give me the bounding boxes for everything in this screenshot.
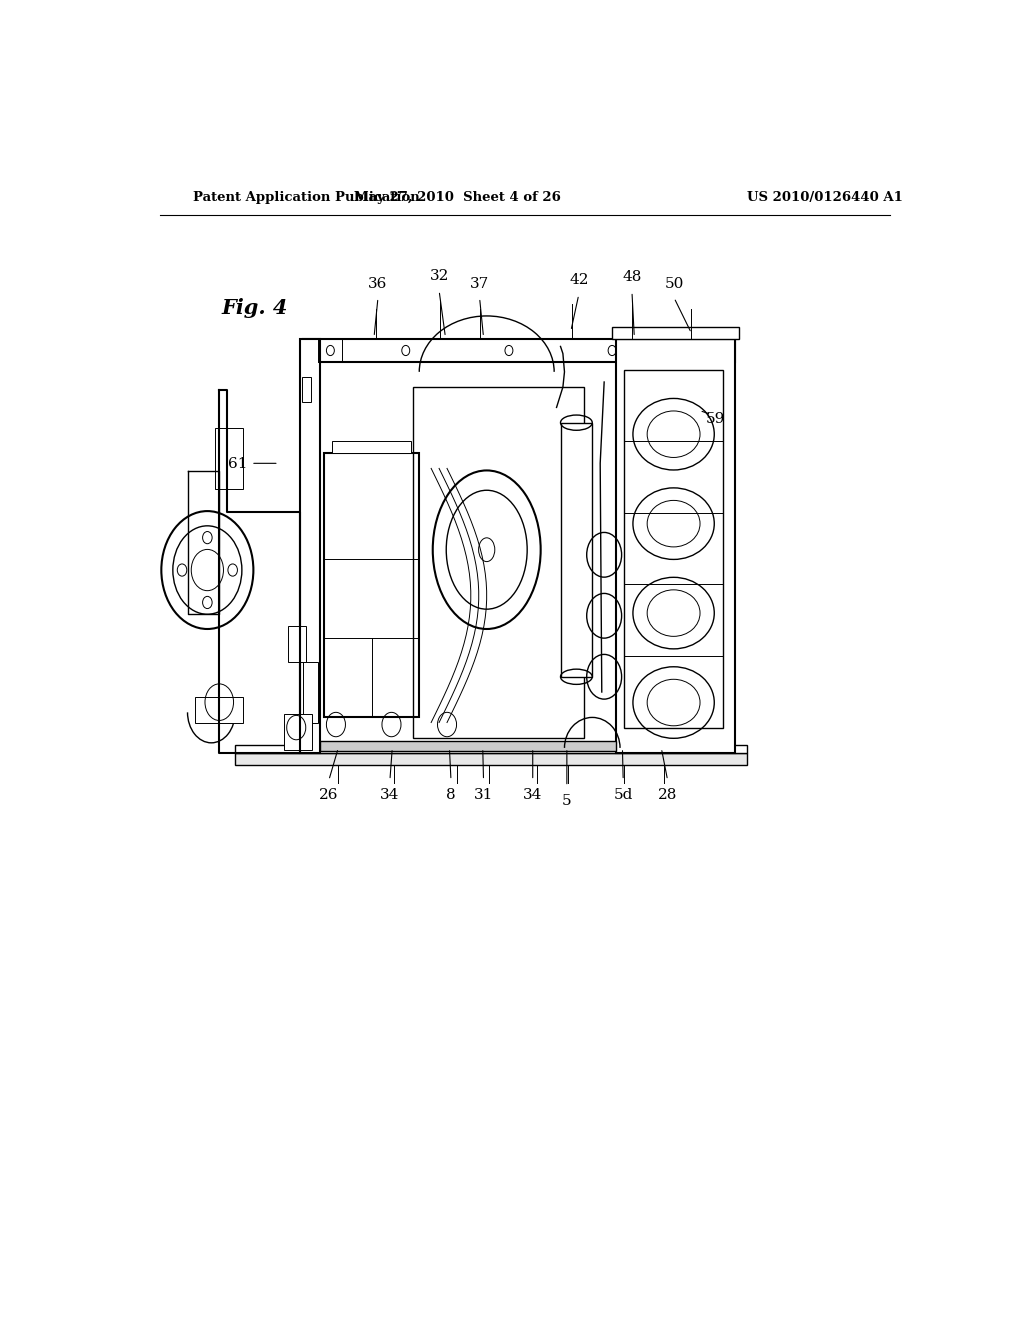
Bar	[236, 752, 748, 766]
Text: 5d: 5d	[613, 788, 633, 801]
Bar	[285, 714, 312, 750]
Text: 5: 5	[562, 793, 571, 808]
Bar	[560, 422, 592, 677]
Text: 8: 8	[446, 788, 456, 801]
Text: 31: 31	[474, 788, 494, 801]
Text: 37: 37	[470, 276, 489, 290]
Text: 28: 28	[658, 788, 677, 801]
Text: Fig. 4: Fig. 4	[221, 298, 288, 318]
Text: May 27, 2010  Sheet 4 of 26: May 27, 2010 Sheet 4 of 26	[354, 190, 561, 203]
Bar	[300, 339, 321, 752]
Text: 34: 34	[380, 788, 399, 801]
Text: 61: 61	[227, 457, 247, 471]
Bar	[612, 327, 739, 339]
Bar	[324, 453, 419, 718]
Bar	[302, 378, 311, 403]
Text: 48: 48	[623, 271, 642, 284]
Bar	[215, 428, 243, 488]
Bar	[624, 370, 723, 727]
Bar	[616, 339, 735, 752]
Bar	[303, 339, 735, 362]
Text: 59: 59	[706, 412, 725, 425]
Text: 34: 34	[523, 788, 543, 801]
Bar	[289, 626, 306, 661]
Text: US 2010/0126440 A1: US 2010/0126440 A1	[748, 190, 903, 203]
Bar	[413, 387, 585, 738]
Text: 26: 26	[319, 788, 339, 801]
Text: 50: 50	[665, 276, 684, 290]
Text: Patent Application Publication: Patent Application Publication	[194, 190, 420, 203]
Bar	[196, 697, 243, 722]
Text: 32: 32	[429, 269, 449, 284]
Text: 42: 42	[569, 273, 589, 288]
Text: 36: 36	[369, 276, 388, 290]
Bar	[236, 744, 748, 752]
Bar	[303, 661, 317, 722]
Bar	[321, 741, 616, 751]
Bar	[332, 441, 412, 453]
